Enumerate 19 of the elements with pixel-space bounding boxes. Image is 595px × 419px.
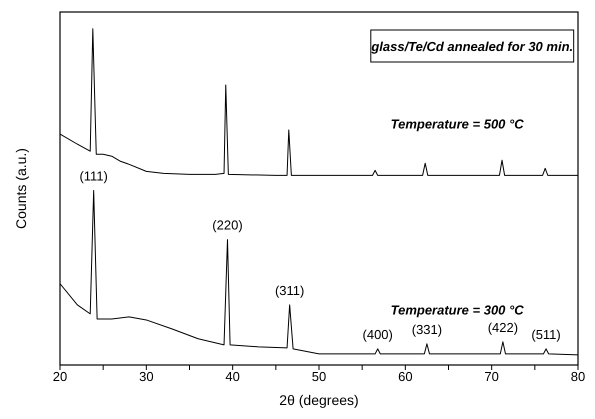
text: Temperature = 300 °C (390, 302, 524, 318)
x-tick-label: 50 (312, 369, 326, 384)
x-tick-label: 40 (225, 369, 240, 384)
annotation: (331) (412, 322, 442, 337)
annotation: (220) (212, 218, 243, 233)
x-tick-label: 70 (484, 369, 499, 384)
x-tick-label: 60 (398, 369, 413, 384)
x-tick-label: 80 (570, 369, 586, 384)
annotation: (511) (531, 326, 561, 342)
annotation: (422) (488, 320, 518, 335)
x-axis-title: 2θ (degrees) (279, 392, 359, 408)
annotation: (111) (79, 168, 108, 184)
annotation: (400) (362, 326, 393, 342)
x-tick-label: 30 (139, 369, 154, 384)
y-axis-title: Counts (a.u.) (13, 148, 29, 229)
text: glass/Te/Cd annealed for 30 min. (370, 39, 574, 54)
text: Temperature = 500 °C (390, 116, 524, 132)
x-tick-label: 20 (52, 369, 68, 384)
annotation: (311) (274, 282, 304, 298)
